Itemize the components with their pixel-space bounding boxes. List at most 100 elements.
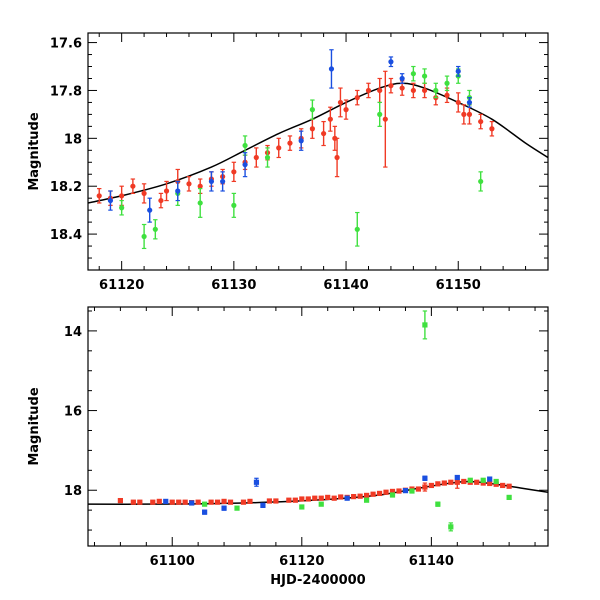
bottom-green-point — [480, 477, 486, 483]
top-red-point — [96, 193, 102, 199]
bottom-green-point — [234, 505, 240, 511]
bottom-red-point — [435, 481, 441, 487]
bottom-red-point — [422, 484, 428, 490]
top-y-tick-label: 18 — [64, 132, 82, 147]
bottom-green-point — [409, 488, 415, 494]
top-green-point — [264, 154, 271, 161]
bottom-red-point — [325, 494, 331, 501]
top-red-point — [377, 87, 383, 94]
top-green-point — [197, 200, 203, 206]
top-y-tick-label: 18.4 — [50, 228, 82, 243]
bottom-red-point — [493, 481, 499, 487]
bottom-red-point — [208, 499, 214, 505]
top-red-point — [343, 107, 349, 113]
top-red-point — [276, 145, 282, 151]
bottom-blue-point — [189, 500, 195, 506]
top-axes-frame — [87, 32, 549, 271]
bottom-series-green — [202, 310, 512, 532]
bottom-red-point — [176, 499, 182, 505]
bottom-red-point — [441, 480, 447, 486]
bottom-red-point — [150, 499, 156, 505]
bottom-red-point — [351, 494, 357, 500]
bottom-red-point — [331, 495, 337, 501]
bottom-red-point — [487, 480, 493, 487]
bottom-green-point — [435, 501, 441, 507]
bottom-blue-point — [163, 498, 169, 504]
bottom-y-tick-label: 14 — [64, 325, 82, 340]
top-green-point — [354, 226, 360, 232]
top-green-point — [242, 142, 248, 149]
top-green-point — [478, 178, 484, 185]
top-red-point — [163, 188, 170, 194]
bottom-red-point — [182, 499, 188, 505]
top-red-point — [253, 154, 259, 161]
bottom-blue-point — [402, 488, 409, 494]
bottom-green-point — [389, 492, 396, 498]
bottom-red-point — [448, 479, 454, 485]
bottom-red-point — [454, 479, 460, 485]
top-red-point — [332, 135, 338, 141]
top-red-point — [365, 87, 372, 94]
bottom-red-point — [461, 478, 467, 485]
top-blue-point — [298, 138, 304, 144]
bottom-red-point — [286, 497, 292, 503]
top-y-axis-label: Magnitude — [27, 112, 42, 191]
bottom-red-point — [292, 497, 298, 503]
bottom-plot-area — [88, 310, 548, 532]
bottom-series-blue — [163, 474, 493, 515]
bottom-x-tick-label: 61100 — [150, 554, 195, 569]
bottom-blue-point — [253, 479, 260, 485]
top-blue-point — [220, 178, 226, 185]
top-green-point — [152, 226, 158, 232]
bottom-y-tick-label: 18 — [64, 484, 82, 499]
bottom-red-point — [318, 495, 324, 501]
top-red-point — [119, 193, 125, 199]
top-x-tick-label: 61130 — [211, 278, 256, 293]
bottom-red-point — [428, 482, 434, 489]
bottom-red-point — [227, 499, 234, 505]
top-red-point — [399, 85, 405, 91]
bottom-red-point — [117, 497, 123, 504]
bottom-red-point — [363, 492, 370, 499]
bottom-red-point — [130, 499, 136, 505]
bottom-red-point — [396, 488, 402, 494]
top-red-point — [478, 118, 484, 125]
bottom-green-point — [493, 478, 499, 485]
top-panel: 61120 61130 61140 61150 17.6 17.8 18 18.2 18.4 Ma… — [27, 32, 549, 293]
bottom-red-point — [240, 499, 247, 505]
bottom-x-axis-label: HJD-2400000 — [270, 573, 365, 588]
bottom-red-point — [273, 498, 279, 504]
top-red-point — [410, 87, 416, 94]
top-red-point — [327, 116, 333, 122]
bottom-red-point — [474, 479, 480, 485]
bottom-red-point — [480, 480, 486, 486]
top-blue-point — [242, 162, 248, 168]
top-blue-point — [107, 197, 114, 204]
bottom-red-point — [500, 482, 506, 489]
bottom-red-point — [156, 498, 162, 504]
bottom-red-point — [305, 496, 311, 502]
bottom-y-axis-label: Magnitude — [27, 387, 42, 466]
top-red-point — [141, 190, 147, 196]
bottom-y-tick-label: 16 — [64, 405, 82, 420]
top-green-point — [119, 205, 125, 211]
top-series-blue — [107, 49, 473, 223]
bottom-green-point — [202, 501, 208, 507]
bottom-x-tick-label: 61120 — [279, 554, 324, 569]
top-blue-point — [208, 178, 215, 185]
top-blue-point — [175, 188, 181, 194]
bottom-blue-point — [202, 509, 208, 515]
bottom-red-point — [370, 491, 376, 497]
top-blue-point — [399, 75, 405, 82]
top-green-point — [141, 233, 147, 240]
bottom-red-point — [195, 499, 201, 505]
bottom-green-point — [448, 524, 454, 530]
top-red-point — [388, 83, 394, 89]
top-x-tick-label: 61120 — [99, 278, 144, 293]
top-green-point — [377, 111, 383, 117]
bottom-red-point — [221, 498, 227, 504]
bottom-panel: 61100 61120 61140 14 16 18 Magnitude HJD-240000… — [27, 306, 549, 588]
top-y-tick-label: 17.8 — [50, 84, 82, 99]
top-red-point — [321, 130, 327, 137]
